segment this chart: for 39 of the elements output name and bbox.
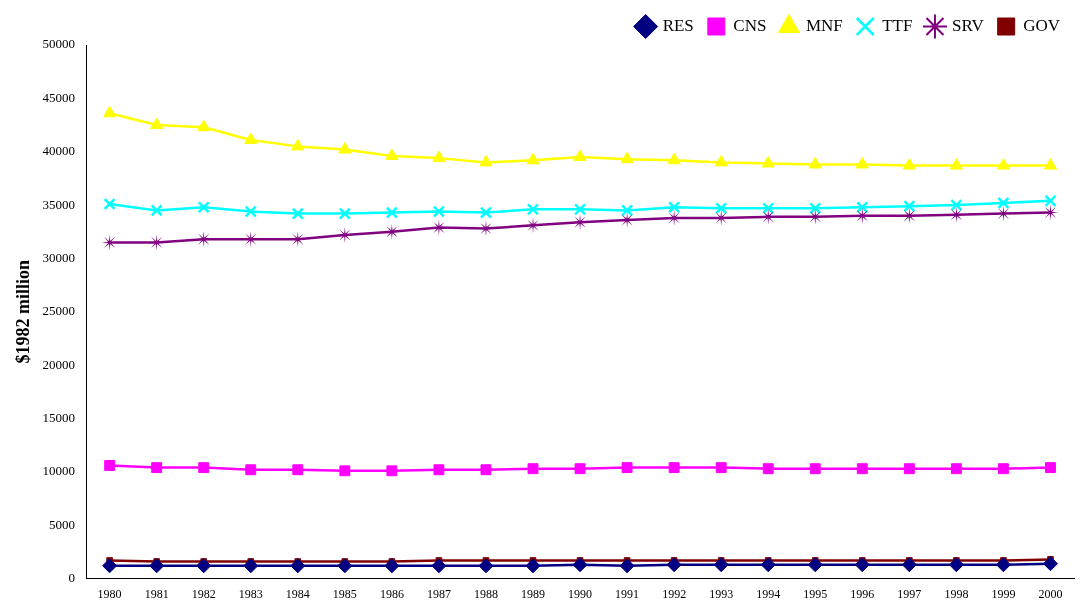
- x-tick-label: 1998: [944, 586, 969, 601]
- x-tick-label: 2000: [1038, 586, 1063, 601]
- legend-label: MNF: [805, 15, 843, 35]
- y-tick-label: 10000: [42, 463, 76, 479]
- x-tick-label: 1988: [473, 586, 498, 601]
- y-tick-label: 40000: [42, 143, 76, 159]
- x-tick-label: 1987: [426, 586, 451, 601]
- x-tick-label: 1986: [379, 586, 404, 601]
- y-tick-label: 25000: [42, 303, 76, 319]
- legend-label: SRV: [951, 15, 985, 35]
- legend-label: GOV: [1023, 15, 1061, 35]
- x-tick-label: 1995: [803, 586, 828, 601]
- y-tick-label: 50000: [42, 36, 76, 52]
- x-tick-label: 1997: [897, 586, 922, 601]
- x-tick-label: 1981: [144, 586, 169, 601]
- x-tick-label: 1989: [521, 586, 546, 601]
- y-tick-label: 35000: [42, 196, 76, 212]
- y-axis-title: $1982 million: [13, 260, 34, 364]
- x-tick-label: 1991: [615, 586, 640, 601]
- x-tick-label: 1984: [285, 586, 310, 601]
- x-tick-label: 1994: [756, 586, 781, 601]
- y-tick-label: 5000: [49, 516, 76, 532]
- y-tick-label: 30000: [42, 249, 76, 265]
- legend-label: RES: [662, 15, 694, 35]
- x-tick-label: 1980: [97, 586, 122, 601]
- y-tick-label: 45000: [42, 89, 76, 105]
- y-tick-label: 15000: [42, 409, 76, 425]
- x-tick-label: 1999: [991, 586, 1016, 601]
- y-tick-label: 20000: [42, 356, 76, 372]
- legend-label: TTF: [882, 15, 913, 35]
- x-tick-label: 1996: [850, 586, 875, 601]
- x-tick-label: 1993: [709, 586, 734, 601]
- x-tick-label: 1990: [568, 586, 593, 601]
- y-tick-label: 0: [68, 570, 76, 586]
- x-tick-label: 1992: [662, 586, 687, 601]
- x-tick-label: 1983: [238, 586, 263, 601]
- x-tick-label: 1982: [191, 586, 216, 601]
- legend-label: CNS: [733, 15, 767, 35]
- x-tick-label: 1985: [332, 586, 357, 601]
